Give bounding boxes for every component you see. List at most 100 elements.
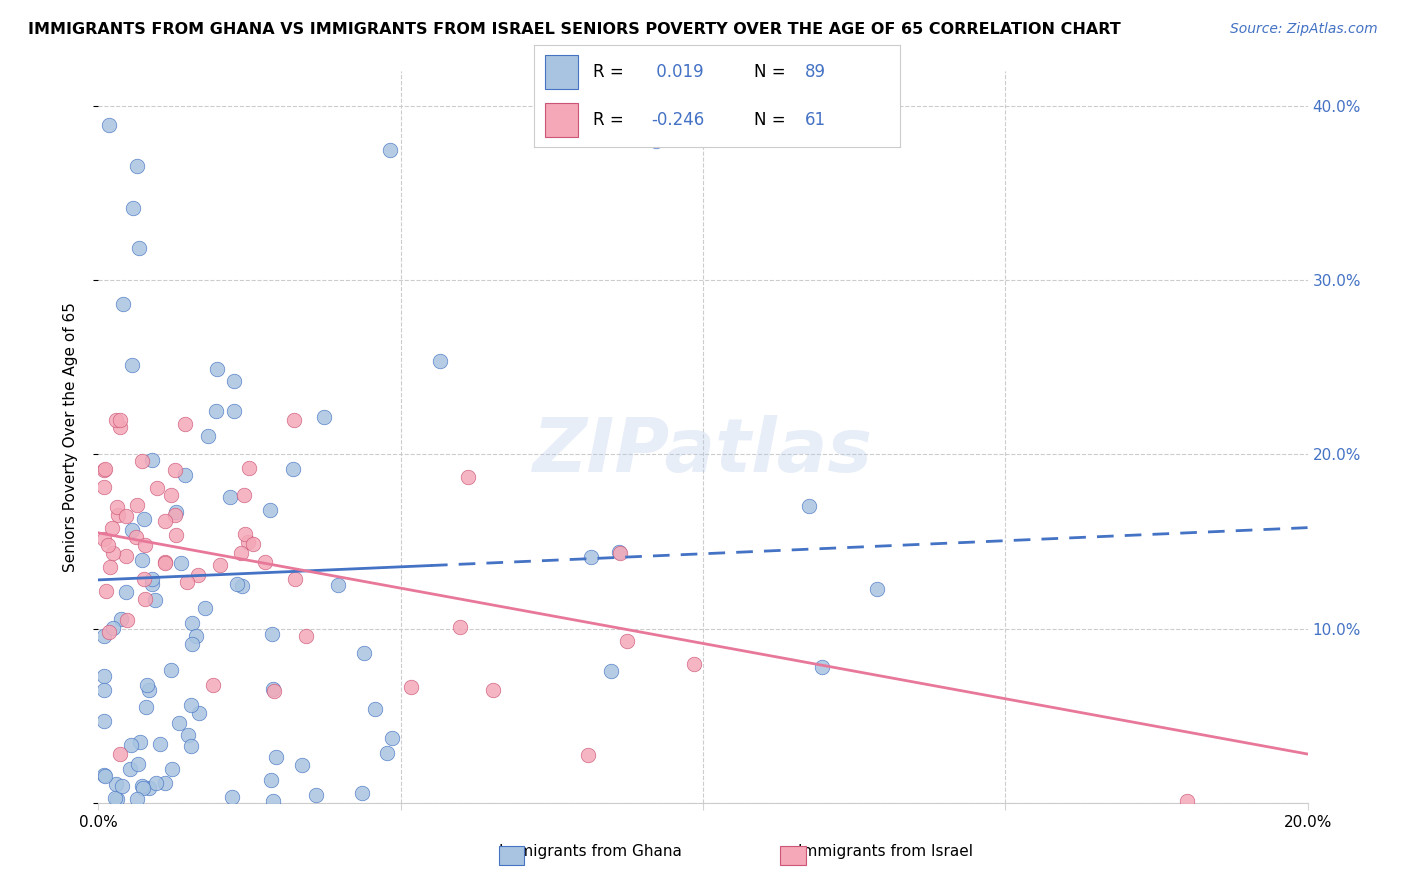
Point (93, 683, 115, 698)
Y-axis label: Seniors Poverty Over the Age of 65: Seniors Poverty Over the Age of 65 (63, 302, 77, 572)
Point (616, 634, 638, 648)
Point (219, 490, 242, 504)
Point (143, 592, 166, 607)
Point (93, 480, 115, 494)
Point (176, 574, 198, 589)
Text: Immigrants from Israel: Immigrants from Israel (799, 845, 973, 859)
Point (236, 534, 259, 549)
FancyBboxPatch shape (546, 103, 578, 137)
Point (208, 558, 231, 572)
Text: 61: 61 (804, 111, 825, 129)
Point (188, 706, 211, 721)
Point (107, 792, 129, 806)
Point (155, 514, 177, 528)
Point (165, 508, 187, 522)
Point (201, 678, 224, 692)
Point (160, 762, 183, 776)
Text: N =: N = (754, 62, 790, 81)
Point (104, 776, 127, 790)
Point (170, 557, 193, 571)
Point (312, 409, 335, 424)
Point (233, 527, 256, 541)
Point (231, 579, 253, 593)
Point (866, 582, 889, 596)
Point (94, 583, 117, 598)
Point (138, 780, 160, 795)
Point (609, 546, 631, 560)
Point (457, 470, 479, 484)
Point (153, 776, 176, 790)
Point (800, 132, 823, 146)
Point (305, 789, 328, 803)
Point (153, 557, 176, 571)
Point (449, 620, 471, 634)
Point (153, 556, 176, 570)
Point (266, 749, 288, 764)
Point (145, 776, 167, 790)
Point (146, 481, 169, 495)
Point (118, 762, 141, 776)
Point (263, 684, 285, 698)
Point (180, 615, 202, 630)
Point (377, 746, 399, 760)
Point (165, 528, 187, 542)
Point (94, 769, 117, 783)
Point (131, 779, 153, 793)
Point (134, 538, 156, 552)
Point (221, 789, 243, 804)
Point (262, 794, 284, 808)
Point (238, 460, 260, 475)
Point (194, 600, 217, 615)
Point (110, 420, 132, 434)
Point (645, 134, 668, 148)
Text: R =: R = (593, 62, 628, 81)
Point (97, 119, 120, 133)
Point (579, 549, 602, 564)
Point (97, 538, 120, 552)
Point (283, 412, 305, 426)
Point (134, 700, 156, 714)
Point (141, 453, 163, 467)
Point (231, 545, 253, 559)
Point (93, 532, 115, 546)
Text: IMMIGRANTS FROM GHANA VS IMMIGRANTS FROM ISRAEL SENIORS POVERTY OVER THE AGE OF : IMMIGRANTS FROM GHANA VS IMMIGRANTS FROM… (28, 22, 1121, 37)
Point (242, 537, 264, 551)
Point (262, 681, 284, 696)
Point (173, 417, 195, 432)
Point (353, 647, 375, 661)
Point (114, 549, 136, 563)
Point (163, 463, 186, 477)
Point (181, 636, 204, 650)
Point (160, 663, 183, 677)
Point (260, 772, 283, 787)
Point (125, 530, 148, 544)
Point (253, 555, 276, 569)
Point (131, 553, 153, 567)
Text: R =: R = (593, 111, 628, 129)
Point (177, 728, 200, 742)
Text: Immigrants from Ghana: Immigrants from Ghana (499, 845, 682, 859)
Point (110, 747, 132, 761)
FancyBboxPatch shape (546, 55, 578, 88)
Point (101, 621, 124, 635)
Point (122, 201, 145, 215)
Point (204, 404, 226, 418)
Point (262, 627, 284, 641)
Text: -0.246: -0.246 (651, 111, 704, 129)
Point (149, 738, 172, 752)
Point (173, 468, 195, 483)
Point (93, 714, 115, 729)
Point (197, 429, 219, 443)
Point (429, 354, 451, 368)
Point (127, 791, 149, 805)
Point (291, 758, 314, 772)
Point (93, 463, 115, 477)
Point (600, 664, 623, 678)
Point (105, 500, 128, 514)
Point (233, 488, 256, 502)
Point (378, 144, 401, 158)
Point (98, 624, 121, 639)
Point (364, 702, 387, 716)
Point (222, 404, 245, 418)
Point (131, 453, 153, 467)
